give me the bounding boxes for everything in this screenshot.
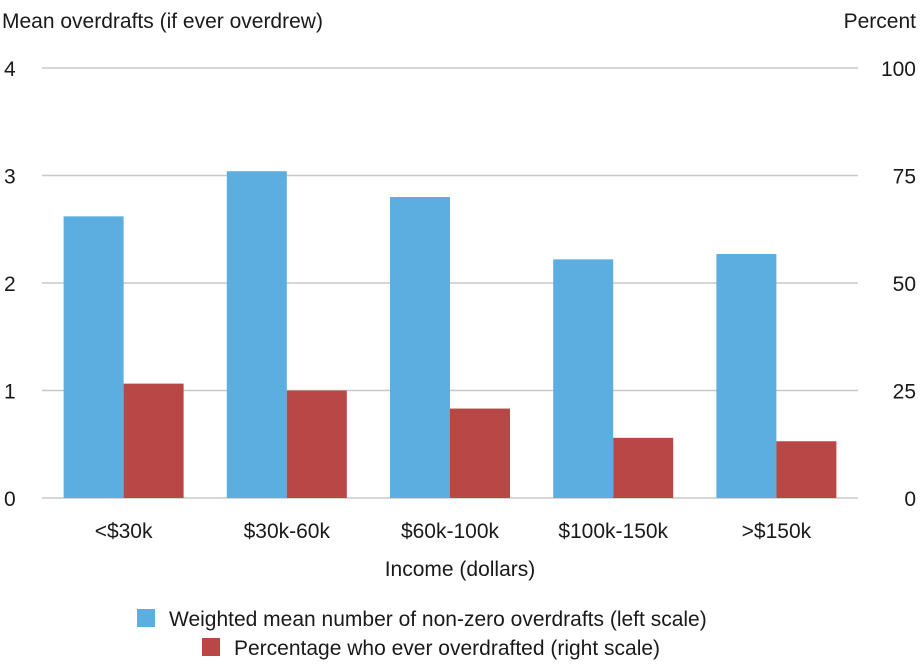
- left-axis-title: Mean overdrafts (if ever overdrew): [2, 10, 323, 33]
- right-tick-label: 25: [893, 381, 916, 404]
- x-axis-title: Income (dollars): [385, 558, 536, 581]
- bar-mean-overdrafts: [390, 197, 450, 498]
- right-tick-label: 75: [893, 166, 916, 189]
- left-tick-label: 2: [4, 273, 16, 296]
- left-tick-label: 0: [4, 488, 16, 511]
- bar-percent-overdrafted: [776, 441, 837, 498]
- bar-mean-overdrafts: [716, 253, 777, 498]
- legend-swatch: [202, 638, 220, 656]
- category-label: <$30k: [95, 520, 153, 543]
- left-tick-label: 4: [4, 58, 16, 81]
- left-tick-label: 3: [4, 166, 16, 189]
- bar-percent-overdrafted: [123, 383, 184, 498]
- bar-percent-overdrafted: [450, 408, 510, 498]
- right-tick-label: 0: [904, 488, 916, 511]
- category-label: $30k-60k: [244, 520, 331, 543]
- right-tick-label: 100: [881, 58, 916, 81]
- category-label: $60k-100k: [401, 520, 500, 543]
- legend-swatch: [137, 609, 155, 627]
- category-label: $100k-150k: [558, 520, 668, 543]
- bar-percent-overdrafted: [286, 390, 347, 498]
- legend-label: Percentage who ever overdrafted (right s…: [234, 637, 660, 660]
- right-tick-label: 50: [893, 273, 916, 296]
- bar-percent-overdrafted: [613, 437, 674, 498]
- bar-mean-overdrafts: [553, 259, 614, 498]
- bar-mean-overdrafts: [226, 171, 287, 498]
- left-tick-label: 1: [4, 381, 16, 404]
- category-label: >$150k: [742, 520, 812, 543]
- bar-mean-overdrafts: [63, 216, 124, 498]
- legend-label: Weighted mean number of non-zero overdra…: [169, 608, 707, 631]
- right-axis-title: Percent: [844, 10, 917, 33]
